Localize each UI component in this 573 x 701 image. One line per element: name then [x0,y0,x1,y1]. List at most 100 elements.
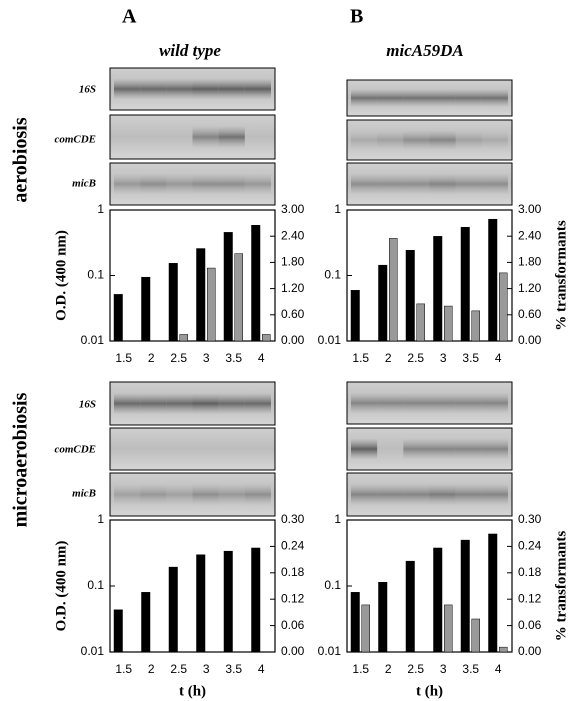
x-tick-label: 2 [385,351,392,365]
bar-od [141,592,151,652]
blot-band [403,173,430,195]
bar-od [223,232,233,341]
blot-band [377,392,404,414]
blot-band [455,130,482,150]
blot-band [377,483,404,506]
y-axis-label: O.D. (400 nm) [53,230,69,321]
x-tick-label: 2 [148,662,155,676]
y2-tick-label: 2.40 [281,228,305,242]
blot-band [403,89,430,107]
blot-label: micB [72,488,96,500]
blot-band [166,78,193,100]
blot-label: comCDE [54,444,96,456]
blot-band [481,392,508,414]
blot-band [481,438,508,460]
blot-band [351,483,378,506]
bar-od [378,264,388,341]
x-tick-label: 4 [258,351,265,365]
bar-transformants [471,618,480,653]
blot-band [403,483,430,506]
blot-band [403,438,430,460]
blot-band [481,130,508,150]
x-tick-label: 4 [495,351,502,365]
blot-band [114,392,141,415]
y2-tick-label: 0.06 [281,618,305,632]
blot-band [481,483,508,506]
bar-od [196,248,206,341]
x-tick-label: 3.5 [225,351,242,365]
blot-band [351,130,378,150]
y2-tick-label: 0.00 [281,333,305,347]
x-tick-label: 2.5 [170,351,187,365]
bar-od [251,225,261,341]
y2-tick-label: 0.00 [281,644,305,658]
blot-band [377,130,404,150]
bar-od [460,227,470,341]
blot-band [403,130,430,150]
blot-band [455,173,482,195]
blot-band [166,173,193,195]
x-tick-label: 3 [203,662,210,676]
y2-axis-label: % transformants [553,531,569,642]
blot-band [455,89,482,107]
blot-band [192,173,219,195]
x-tick-label: 3.5 [462,351,479,365]
bar-od [405,250,415,341]
y2-tick-label: 0.30 [518,512,542,526]
x-tick-label: 4 [258,662,265,676]
y2-tick-label: 0.00 [518,333,542,347]
bar-transformants [471,310,480,342]
blot-label: 16S [79,399,96,411]
bar-od [113,609,123,652]
blot-band [403,392,430,414]
bar-transformants [444,604,453,653]
bar-od [350,290,360,341]
blot-band [192,78,219,100]
strain-label: wild type [159,41,221,60]
blot-band [429,173,456,195]
blot-band [244,392,271,415]
blot-band [114,78,141,100]
x-tick-label: 2.5 [407,662,424,676]
panel-label: A [122,6,137,28]
blot-band [455,483,482,506]
y2-tick-label: 0.12 [518,591,542,605]
y-tick-label: 1 [97,202,104,216]
x-axis-label: t (h) [179,683,206,699]
y-tick-label: 0.01 [318,333,342,347]
y2-axis-label: % transformants [553,220,569,331]
x-tick-label: 3.5 [462,662,479,676]
blot-band [192,392,219,415]
bar-transformants [499,646,508,653]
y-tick-label: 0.1 [324,268,341,282]
x-tick-label: 1.5 [115,351,132,365]
blot-band [192,483,219,506]
y-axis-label: O.D. (400 nm) [53,541,69,632]
bar-od [141,276,151,341]
x-axis-label: t (h) [416,683,443,699]
blot-band [166,483,193,506]
blot-band [351,89,378,107]
y2-tick-label: 0.06 [518,618,542,632]
blot-band [218,78,245,100]
blot-band [218,483,245,506]
blot-band [351,173,378,195]
bar-od [113,294,123,341]
x-tick-label: 4 [495,662,502,676]
y2-tick-label: 0.30 [281,512,305,526]
y-tick-label: 0.1 [324,578,341,592]
x-tick-label: 3.5 [225,662,242,676]
blot-label: micB [72,178,96,190]
bar-transformants [444,305,453,342]
y2-tick-label: 3.00 [281,202,305,216]
bar-transformants [416,303,425,342]
blot-band [429,89,456,107]
bar-transformants [389,238,398,342]
bar-od [405,560,415,652]
bar-od [433,547,443,652]
blot-band [429,392,456,414]
plot-frame [109,209,276,342]
bar-transformants [262,334,271,342]
bar-od [350,592,360,652]
